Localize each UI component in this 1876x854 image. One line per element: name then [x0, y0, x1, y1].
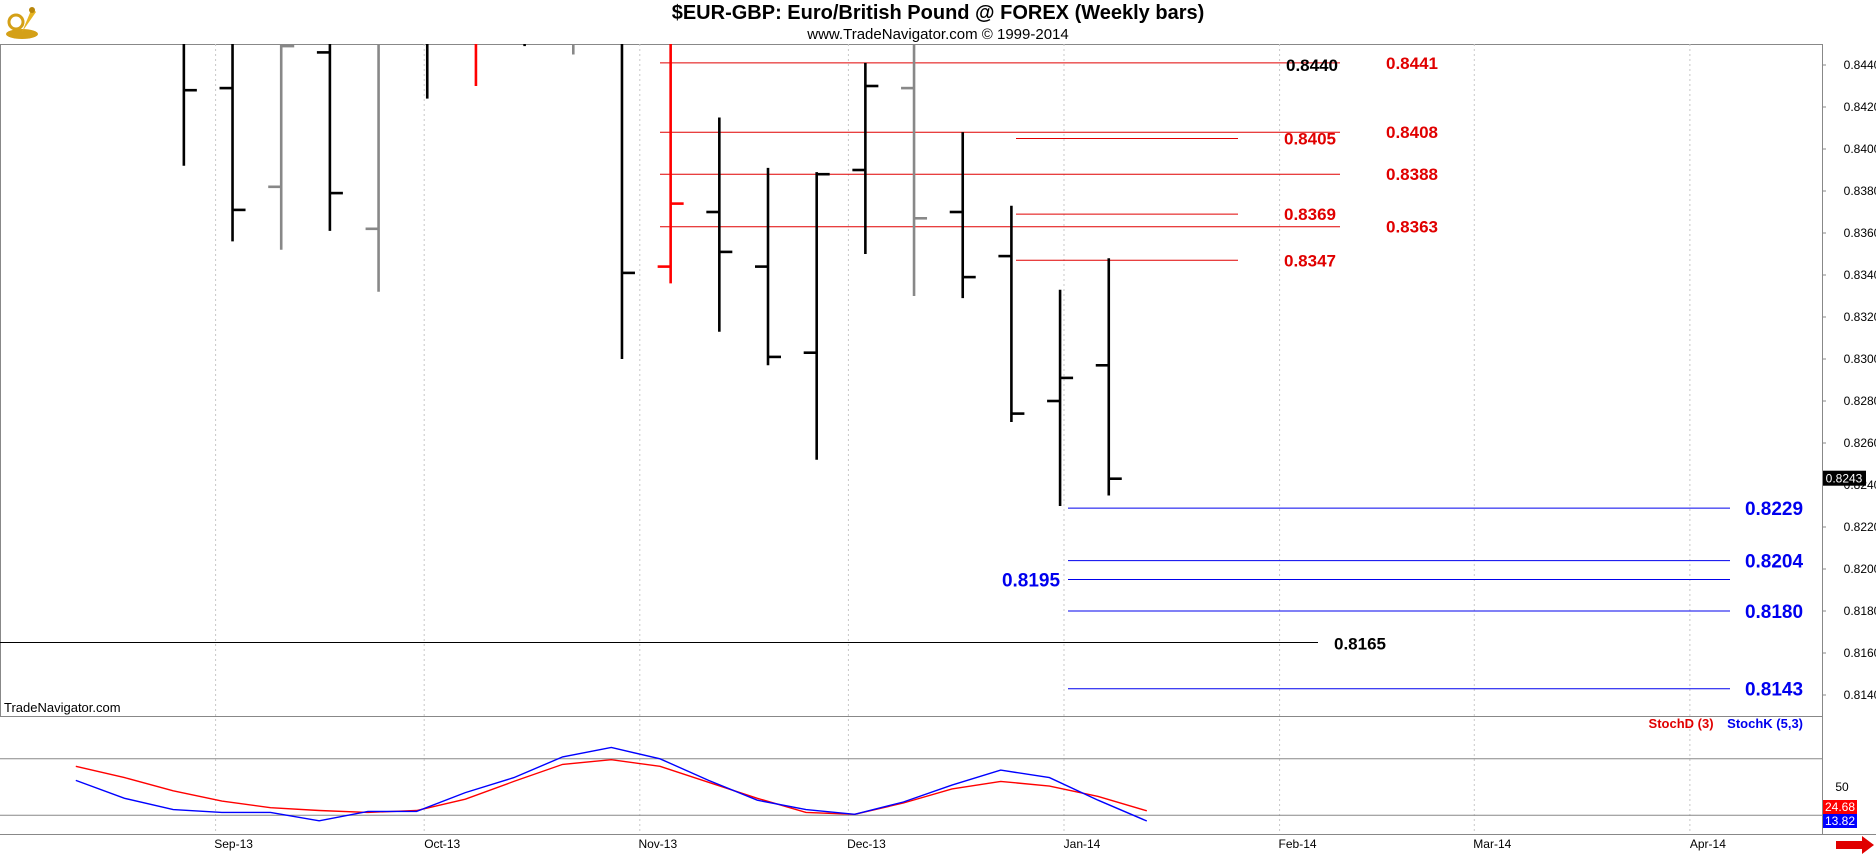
stoch-y-tick-label: 50 [1835, 780, 1849, 794]
resistance-label: 0.8408 [1386, 123, 1438, 142]
legend-stoch-k: StochK (5,3) [1727, 716, 1803, 731]
last-price-label: 0.8243 [1826, 472, 1863, 486]
scroll-right-arrow-icon [1836, 836, 1874, 854]
watermark-text: TradeNavigator.com [4, 700, 121, 715]
x-tick-label: Jan-14 [1064, 837, 1101, 851]
resistance-label: 0.8363 [1386, 218, 1438, 237]
x-tick-label: Nov-13 [638, 837, 677, 851]
support-label: 0.8180 [1745, 602, 1803, 623]
tradenavigator-logo-icon [2, 2, 42, 42]
resistance-label: 0.8347 [1284, 251, 1336, 270]
stoch-d-value-box [1823, 800, 1857, 814]
resistance-label: 0.8441 [1386, 54, 1438, 73]
stochastic-legend: StochD (3) StochK (5,3) [1639, 716, 1803, 731]
stoch-series-line [75, 758, 1147, 816]
stoch-k-value: 13.82 [1825, 814, 1855, 828]
reference-label: 0.8440 [1286, 56, 1338, 75]
x-tick-label: Sep-13 [214, 837, 253, 851]
stoch-d-value: 24.68 [1825, 800, 1855, 814]
y-tick-label: 0.8180 [1844, 604, 1876, 618]
chart-title: $EUR-GBP: Euro/British Pound @ FOREX (We… [671, 2, 1205, 24]
x-tick-label: Dec-13 [847, 837, 886, 851]
stoch-k-value-box [1823, 814, 1857, 828]
support-label: 0.8143 [1745, 680, 1803, 701]
stoch-series-line [75, 746, 1148, 822]
x-tick-label: Oct-13 [424, 837, 460, 851]
y-tick-label: 0.8440 [1844, 58, 1876, 72]
x-tick-label: Feb-14 [1279, 837, 1317, 851]
legend-stoch-d: StochD (3) [1648, 716, 1714, 731]
resistance-label: 0.8405 [1284, 130, 1336, 149]
price-panel-frame [0, 44, 1823, 717]
x-tick-label: Apr-14 [1690, 837, 1726, 851]
resistance-label: 0.8369 [1284, 205, 1336, 224]
resistance-label: 0.8388 [1386, 165, 1438, 184]
last-price-box [1823, 470, 1866, 486]
chart-subtitle: www.TradeNavigator.com © 1999-2014 [807, 26, 1069, 43]
level-label-0-8165: 0.8165 [1334, 635, 1386, 654]
support-label: 0.8195 [1002, 571, 1061, 592]
x-tick-label: Mar-14 [1473, 837, 1511, 851]
support-label: 0.8229 [1745, 499, 1803, 520]
support-label: 0.8204 [1745, 552, 1804, 573]
